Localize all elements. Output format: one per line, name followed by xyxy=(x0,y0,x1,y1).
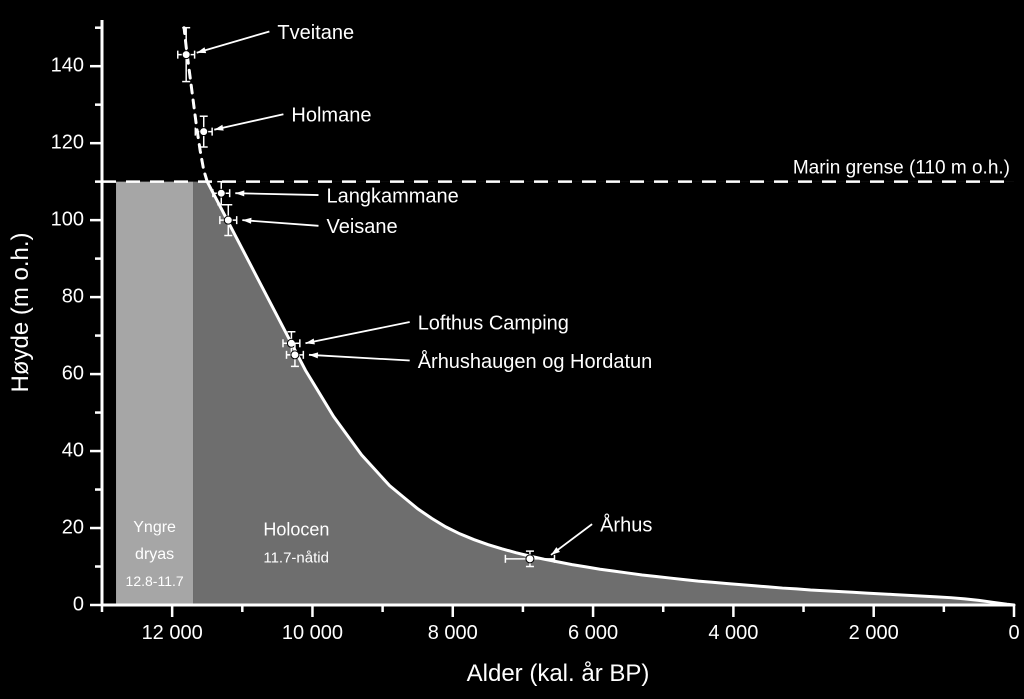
x-tick-label: 4 000 xyxy=(708,622,758,644)
period-label-holocen-1: Holocen xyxy=(263,520,329,540)
x-tick-label: 8 000 xyxy=(428,622,478,644)
label-langkammane: Langkammane xyxy=(326,185,458,207)
x-axis-label: Alder (kal. år BP) xyxy=(467,660,650,687)
period-label-yd-1: Yngre xyxy=(133,519,176,536)
y-tick-label: 140 xyxy=(51,54,84,76)
point-langkammane xyxy=(217,189,225,197)
label-tveitane: Tveitane xyxy=(277,22,354,44)
y-tick-label: 0 xyxy=(73,593,84,615)
point-arhushaugen xyxy=(291,351,299,359)
label-veisane: Veisane xyxy=(326,216,397,238)
x-tick-label: 12 000 xyxy=(142,622,203,644)
label-arhus: Århus xyxy=(600,513,652,536)
point-arhus xyxy=(526,555,534,563)
y-tick-label: 60 xyxy=(62,362,84,384)
y-axis-label: Høyde (m o.h.) xyxy=(7,232,34,392)
label-arhushaugen: Århushaugen og Hordatun xyxy=(418,350,653,373)
x-tick-label: 2 000 xyxy=(849,622,899,644)
sea-level-chart: 0 20 40 60 80 100 120 140 12 000 10 000 8 000 6 000… xyxy=(0,0,1024,699)
label-lofthus: Lofthus Camping xyxy=(418,312,569,334)
y-tick-label: 20 xyxy=(62,516,84,538)
y-tick-label: 120 xyxy=(51,131,84,153)
period-yngre-dryas xyxy=(116,182,193,605)
x-tick-label: 0 xyxy=(1008,622,1019,644)
period-label-yd-2: dryas xyxy=(135,546,174,563)
y-tick-label: 40 xyxy=(62,439,84,461)
x-tick-label: 10 000 xyxy=(282,622,343,644)
point-tveitane xyxy=(182,51,190,59)
point-holmane xyxy=(200,128,208,136)
y-tick-label: 80 xyxy=(62,285,84,307)
x-tick-label: 6 000 xyxy=(568,622,618,644)
period-label-yd-3: 12.8-11.7 xyxy=(126,573,184,589)
point-veisane xyxy=(224,216,232,224)
marine-limit-label: Marin grense (110 m o.h.) xyxy=(793,158,1010,179)
y-tick-label: 100 xyxy=(51,208,84,230)
period-label-holocen-2: 11.7-nåtid xyxy=(263,550,329,567)
label-holmane: Holmane xyxy=(291,104,371,126)
